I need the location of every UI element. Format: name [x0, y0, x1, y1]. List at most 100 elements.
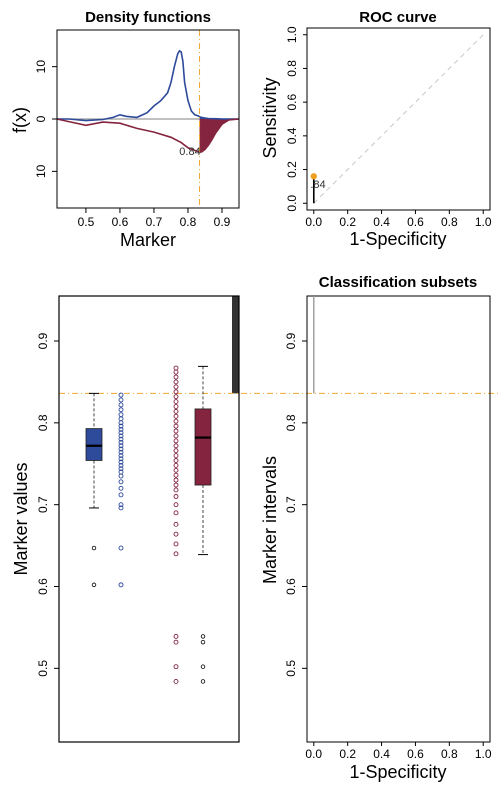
boxplot-negative-point — [118, 407, 124, 413]
boxplot-positive-point — [173, 458, 179, 463]
roc-x-tick-label: 0.6 — [407, 215, 424, 229]
boxplot-negative-point — [118, 505, 124, 511]
roc-frame — [306, 27, 491, 211]
boxplot-negative-point — [118, 485, 124, 491]
roc-point — [310, 173, 317, 180]
boxplot-positive-point — [173, 379, 179, 385]
boxplot-positive-point — [173, 521, 179, 527]
roc-x-tick-label: 0.4 — [373, 215, 390, 229]
density-plot-area — [56, 30, 240, 208]
boxplot-positive-point — [173, 482, 179, 488]
boxplot-plot-area — [59, 296, 500, 684]
boxplot-positive-point — [173, 448, 179, 454]
boxplot-positive-point — [173, 404, 179, 409]
roc-y-tick-label: 1.0 — [285, 26, 299, 43]
roc-x-tick-label: 0.2 — [339, 215, 356, 229]
boxplot-y-tick-label: 0.9 — [36, 332, 50, 349]
boxplot-positive-outlier — [200, 664, 206, 669]
boxplot-positive-point — [173, 531, 179, 537]
boxplot-negative-point — [118, 443, 124, 449]
boxplot-positive-point — [173, 494, 179, 499]
subsets-y-tick-label: 0.7 — [284, 496, 298, 513]
boxplot-positive-point — [173, 462, 179, 468]
boxplot-positive-point — [173, 453, 179, 459]
density-positive-curve — [56, 118, 240, 153]
boxplot-negative-point — [118, 545, 124, 551]
boxplot-cutoff-bar — [232, 296, 239, 394]
boxplot-negative-point — [118, 466, 124, 472]
subsets-panel: Classification subsets 0.0 0.2 0.4 0.6 0.8 1.… — [260, 274, 492, 782]
boxplot-positive-point — [173, 428, 179, 434]
density-x-tick-label: 0.5 — [78, 215, 95, 229]
boxplot-negative-point — [118, 446, 124, 452]
roc-point-label: .84 — [310, 179, 325, 191]
boxplot-positive-outlier — [200, 639, 206, 645]
boxplot-positive-box — [194, 408, 212, 486]
boxplot-negative-outlier — [91, 582, 97, 588]
density-x-tick-label: 0.9 — [214, 215, 231, 229]
subsets-x-tick-label: 0.4 — [373, 747, 390, 761]
boxplot-positive-point — [173, 394, 179, 400]
density-x-ticks: 0.5 0.6 0.7 0.8 0.9 — [78, 208, 231, 229]
boxplot-positive-point — [173, 418, 179, 424]
boxplot-positive-point — [173, 467, 179, 473]
density-panel: Density functions 0.5 0.6 0.7 0.8 0.9 10 010 … — [10, 9, 240, 250]
boxplot-negative-point — [118, 462, 124, 468]
boxplot-negative-point — [118, 459, 124, 465]
roc-y-tick-label: 0.0 — [285, 195, 299, 212]
boxplot-negative-box — [85, 428, 103, 461]
boxplot-positive-point — [173, 510, 179, 516]
roc-diagonal — [313, 34, 484, 204]
subsets-y-tick-label: 0.6 — [284, 578, 298, 595]
boxplot-negative-point — [118, 397, 124, 403]
boxplot-positive-point — [173, 423, 179, 429]
boxplot-positive-point — [173, 413, 179, 419]
boxplot-panel: 0.5 0.6 0.7 0.8 0.9 Marker values — [11, 295, 500, 743]
subsets-x-tick-label: 1.0 — [475, 747, 492, 761]
boxplot-negative-outlier — [91, 545, 97, 551]
boxplot-y-ticks: 0.5 0.6 0.7 0.8 0.9 — [36, 332, 59, 677]
density-y-tick-label: 10 — [34, 60, 48, 74]
density-y-tick-label: 10 — [34, 164, 48, 178]
roc-panel: ROC curve 0.0 0.2 0.4 0.6 0.8 1.0 0.00.20.40.… — [260, 9, 492, 249]
boxplot-negative-point — [118, 420, 124, 426]
boxplot-positive-point — [173, 664, 179, 670]
subsets-ylabel: Marker intervals — [260, 456, 280, 584]
boxplot-negative-point — [118, 416, 124, 422]
boxplot-negative-point — [118, 436, 124, 442]
density-negative-curve — [57, 49, 239, 122]
roc-title: ROC curve — [359, 9, 437, 26]
roc-x-tick-label: 0.0 — [305, 215, 322, 229]
subsets-x-tick-label: 0.0 — [305, 747, 322, 761]
boxplot-frame — [58, 295, 240, 743]
subsets-x-tick-label: 0.2 — [339, 747, 356, 761]
density-x-tick-label: 0.7 — [146, 215, 163, 229]
density-negative-tail — [199, 116, 239, 119]
roc-y-ticks: 0.0 0.2 0.4 0.6 0.8 1.0 — [285, 26, 307, 212]
density-title: Density functions — [85, 9, 211, 26]
subsets-y-tick-label: 0.5 — [284, 660, 298, 677]
subsets-y-tick-label: 0.8 — [284, 414, 298, 431]
boxplot-positive-point — [173, 472, 179, 478]
boxplot-positive-outlier — [200, 679, 206, 684]
roc-y-tick-label: 0.2 — [285, 161, 299, 178]
subsets-y-tick-label: 0.9 — [284, 332, 298, 349]
boxplot-negative-point — [118, 412, 124, 418]
boxplot-negative-point — [118, 453, 124, 459]
boxplot-positive-point — [173, 639, 179, 645]
boxplot-negative-point — [118, 402, 124, 408]
density-positive-tail — [199, 119, 239, 152]
boxplot-positive-point — [173, 633, 179, 639]
roc-x-tick-label: 0.8 — [441, 215, 458, 229]
boxplot-positive-point — [173, 408, 179, 414]
roc-y-tick-label: 0.8 — [285, 60, 299, 77]
subsets-x-tick-label: 0.6 — [407, 747, 424, 761]
boxplot-positive-outlier — [200, 634, 206, 639]
boxplot-positive-point — [173, 477, 179, 483]
boxplot-positive-point — [173, 365, 179, 371]
boxplot-positive-point — [173, 374, 179, 380]
boxplot-positive-point — [173, 502, 179, 508]
boxplot-negative-point — [118, 440, 124, 445]
boxplot-negative-point — [118, 430, 124, 436]
